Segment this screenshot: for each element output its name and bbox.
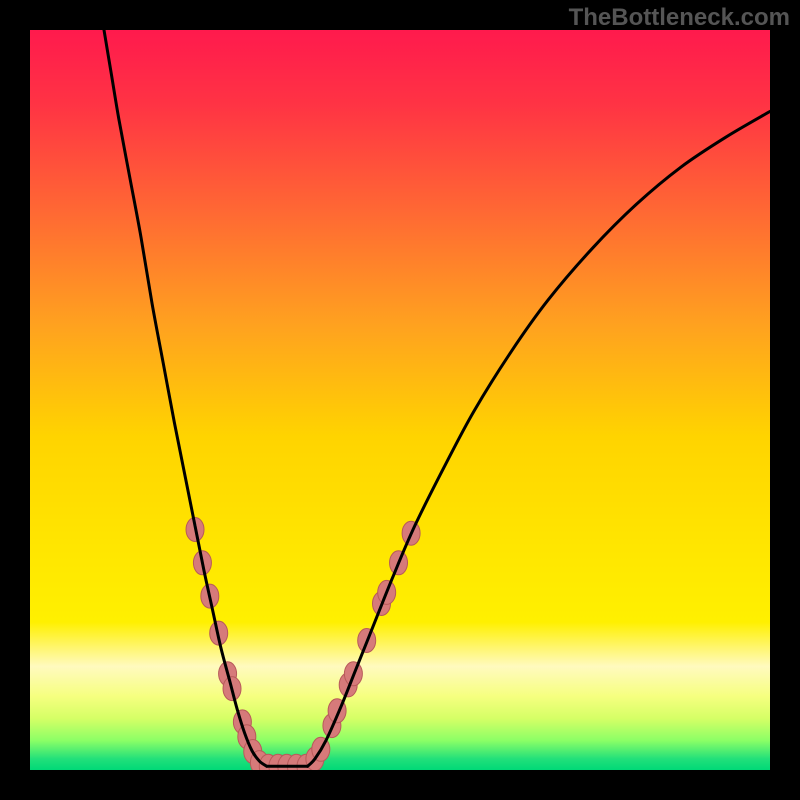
plot-area: [30, 30, 770, 770]
chart-frame: TheBottleneck.com: [0, 0, 800, 800]
right-curve: [308, 111, 771, 766]
left-curve: [104, 30, 267, 766]
curve-layer: [30, 30, 770, 770]
watermark-text: TheBottleneck.com: [569, 4, 790, 32]
